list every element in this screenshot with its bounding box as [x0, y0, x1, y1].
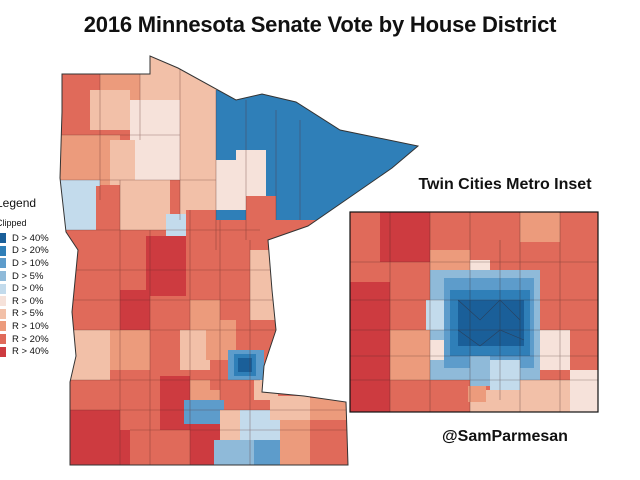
legend-item: D > 0%: [0, 282, 82, 295]
legend-label: D > 20%: [12, 245, 49, 257]
legend-label: R > 20%: [12, 333, 49, 345]
legend-label: D > 5%: [12, 270, 44, 282]
inset-frame: [349, 211, 599, 413]
legend-title: Legend: [0, 196, 37, 210]
legend: Legend Clipped D > 40%D > 20%D > 10%D > …: [0, 196, 82, 358]
legend-item: R > 5%: [0, 308, 82, 321]
legend-swatch: [0, 233, 6, 244]
legend-swatch: [0, 334, 6, 345]
legend-swatch: [0, 245, 6, 256]
legend-swatch: [0, 283, 6, 294]
legend-label: D > 0%: [12, 283, 44, 295]
legend-item: R > 10%: [0, 320, 82, 333]
legend-item: D > 20%: [0, 245, 82, 258]
inset-title: Twin Cities Metro Inset: [418, 176, 592, 193]
legend-label: R > 5%: [12, 308, 44, 320]
map-title: 2016 Minnesota Senate Vote by House Dist…: [83, 12, 557, 37]
legend-swatch: [0, 321, 6, 332]
legend-item: R > 20%: [0, 333, 82, 346]
legend-item: R > 0%: [0, 295, 82, 308]
state-outline: [59, 55, 420, 466]
legend-label: R > 10%: [12, 320, 49, 332]
legend-label: D > 40%: [12, 232, 49, 244]
legend-swatch: [0, 296, 6, 307]
legend-swatch: [0, 308, 6, 319]
legend-item: R > 40%: [0, 345, 82, 358]
legend-swatch: [0, 271, 6, 282]
legend-item: D > 40%: [0, 232, 82, 245]
legend-swatch: [0, 346, 6, 357]
legend-subtitle: Clipped: [0, 218, 27, 228]
legend-label: D > 10%: [12, 257, 49, 269]
author-credit: @SamParmesan: [442, 428, 568, 445]
legend-swatch: [0, 258, 6, 269]
legend-item: D > 10%: [0, 257, 82, 270]
legend-item: D > 5%: [0, 270, 82, 283]
legend-items: D > 40% D > 20% D > 10% D > 5% D > 0% R > 0% R…: [0, 232, 82, 358]
legend-label: R > 40%: [12, 346, 49, 358]
metro-inset-map: [350, 212, 598, 412]
legend-label: R > 0%: [12, 295, 44, 307]
